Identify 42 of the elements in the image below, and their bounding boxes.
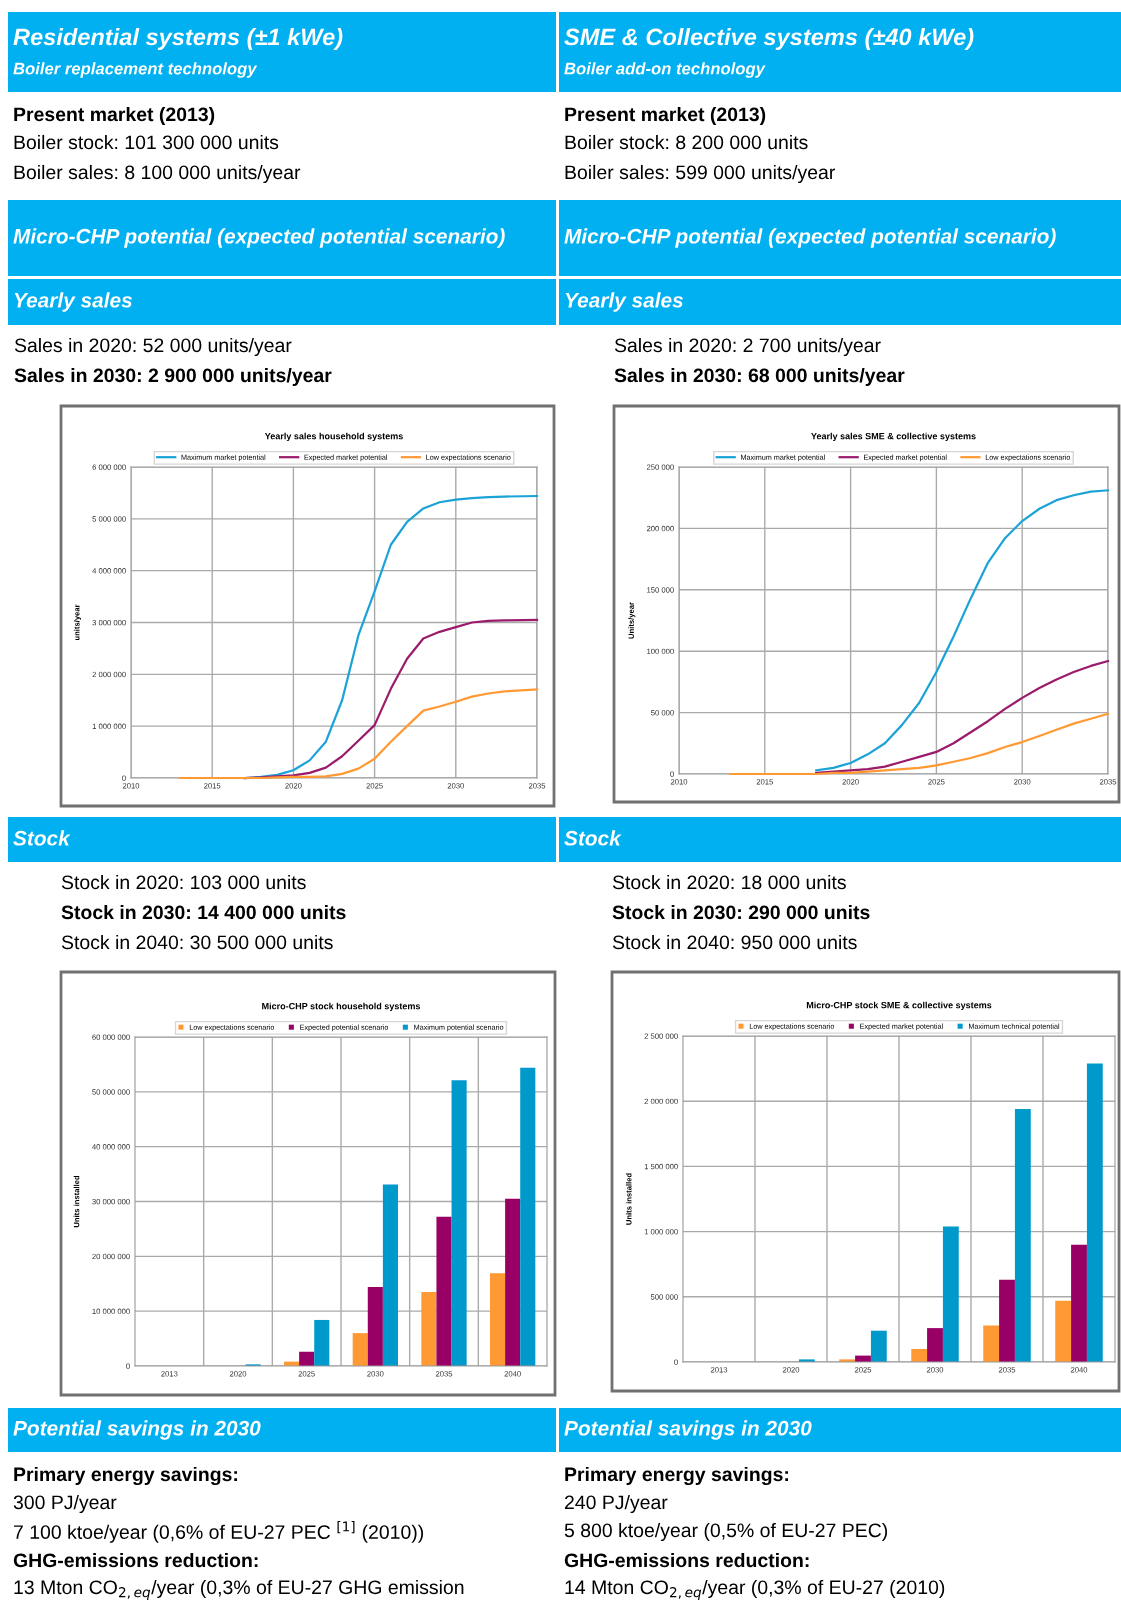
text: Potential savings in 2030 <box>13 1420 261 1440</box>
text: Potential savings in 2030 <box>564 1420 812 1440</box>
text: Present market (2013) <box>14 106 215 126</box>
text: Yearly sales <box>565 292 683 312</box>
text: Stock <box>13 830 71 846</box>
text: Yearly sales <box>14 292 132 312</box>
text: SME & Collective systems (±40 kWe) <box>564 28 974 51</box>
text: 14 Mton CO$_{2,eq}$/year (0,3% of EU-27 (2010) <box>565 1579 945 1600</box>
text: Sales in 2020: 2 700 units/year <box>614 337 881 357</box>
text: Stock in 2020: 103 000 units <box>61 874 306 890</box>
text: 240 PJ/year <box>564 1494 668 1514</box>
text: Sales in 2020: 52 000 units/year <box>14 337 292 357</box>
text: Stock in 2030: 14 400 000 units <box>61 904 346 920</box>
text: Stock in 2040: 30 500 000 units <box>61 934 333 950</box>
text: Micro-CHP potential (expected potential scenario) <box>564 228 1056 248</box>
chart-title: Yearly sales household systems <box>264 432 403 442</box>
text: Residential systems (±1 kWe) <box>13 28 343 51</box>
text: Boiler stock: 8 200 000 units <box>565 134 808 150</box>
text: Primary energy savings: <box>565 1466 789 1486</box>
text: 7 100 ktoe/year (0,6% of EU-27 PEC $^{[1]}$ (2010)) <box>14 1521 424 1543</box>
text: Sales in 2030: 2 900 000 units/year <box>14 367 332 387</box>
text: Boiler replacement technology <box>13 62 258 78</box>
text: GHG-emissions reduction: <box>13 1552 258 1568</box>
text: Primary energy savings: <box>14 1466 238 1486</box>
chart-title: Micro-CHP stock SME & collective systems <box>806 1001 992 1011</box>
text: Boiler stock: 101 300 000 units <box>14 134 279 150</box>
text: Boiler sales: 8 100 000 units/year <box>14 164 301 184</box>
text: 13 Mton CO$_{2,eq}$/year (0,3% of EU-27 GHG emission <box>14 1579 464 1600</box>
text: Stock in 2030: 290 000 units <box>612 904 870 920</box>
text: Stock <box>564 830 622 846</box>
text: Boiler sales: 599 000 units/year <box>565 164 835 184</box>
chart-title: Yearly sales SME & collective systems <box>811 432 976 442</box>
text: Micro-CHP potential (expected potential scenario) <box>13 228 505 248</box>
text: Present market (2013) <box>565 106 766 126</box>
text: 300 PJ/year <box>13 1494 117 1514</box>
text: Stock in 2040: 950 000 units <box>612 934 857 950</box>
text: Boiler add-on technology <box>564 62 766 78</box>
text: 5 800 ktoe/year (0,5% of EU-27 PEC) <box>564 1522 888 1542</box>
text: GHG-emissions reduction: <box>564 1552 809 1568</box>
text: Sales in 2030: 68 000 units/year <box>614 367 905 387</box>
text: Stock in 2020: 18 000 units <box>612 874 846 890</box>
chart-title: Micro-CHP stock household systems <box>262 1002 421 1012</box>
